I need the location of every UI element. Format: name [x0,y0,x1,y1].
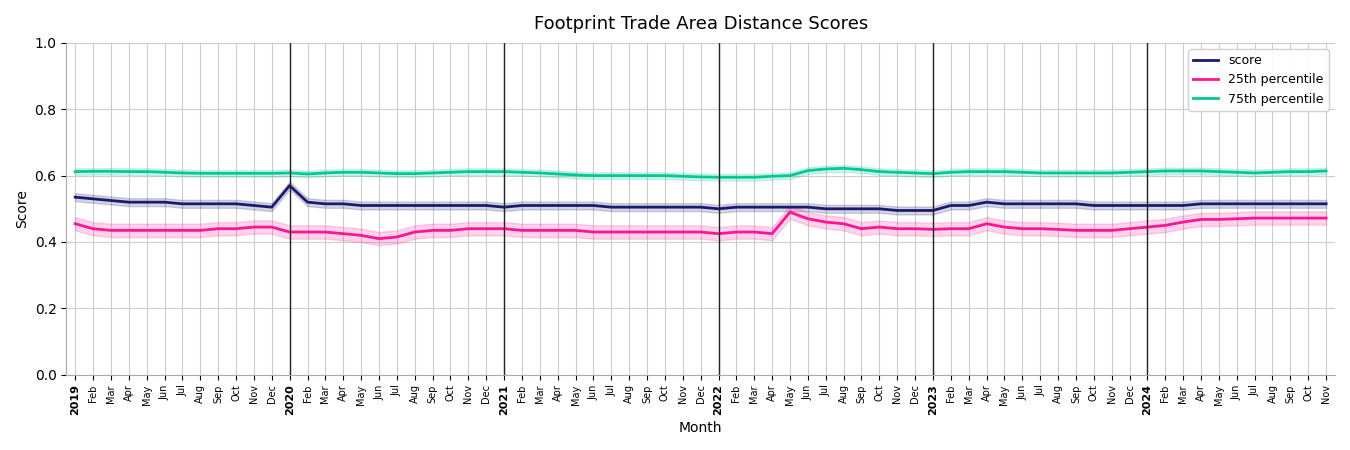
75th percentile [1228,170,1245,175]
score [1282,201,1299,207]
Title: Footprint Trade Area Distance Scores: Footprint Trade Area Distance Scores [533,15,868,33]
X-axis label: Month: Month [679,421,722,435]
75th percentile [246,171,262,176]
25th percentile [246,225,262,230]
score [68,194,84,200]
75th percentile [853,167,869,172]
75th percentile [836,166,852,171]
Y-axis label: Score: Score [15,189,28,228]
75th percentile [103,169,119,174]
75th percentile [675,174,691,179]
score [693,204,709,210]
25th percentile [68,221,84,226]
25th percentile [853,226,869,231]
score [1228,201,1245,207]
score [890,208,906,213]
75th percentile [68,169,84,174]
Line: 75th percentile: 75th percentile [76,168,1326,177]
Line: 25th percentile: 25th percentile [76,212,1326,238]
score [836,206,852,211]
25th percentile [103,228,119,233]
25th percentile [1318,216,1334,221]
25th percentile [693,230,709,235]
25th percentile [371,236,387,241]
Legend: score, 25th percentile, 75th percentile: score, 25th percentile, 75th percentile [1188,49,1328,111]
25th percentile [1228,216,1245,221]
score [282,183,298,188]
score [246,203,262,208]
75th percentile [1318,168,1334,174]
score [1318,201,1334,207]
25th percentile [1282,216,1299,221]
75th percentile [710,175,726,180]
75th percentile [1282,169,1299,174]
25th percentile [782,209,798,215]
Line: score: score [76,185,1326,211]
score [103,198,119,203]
